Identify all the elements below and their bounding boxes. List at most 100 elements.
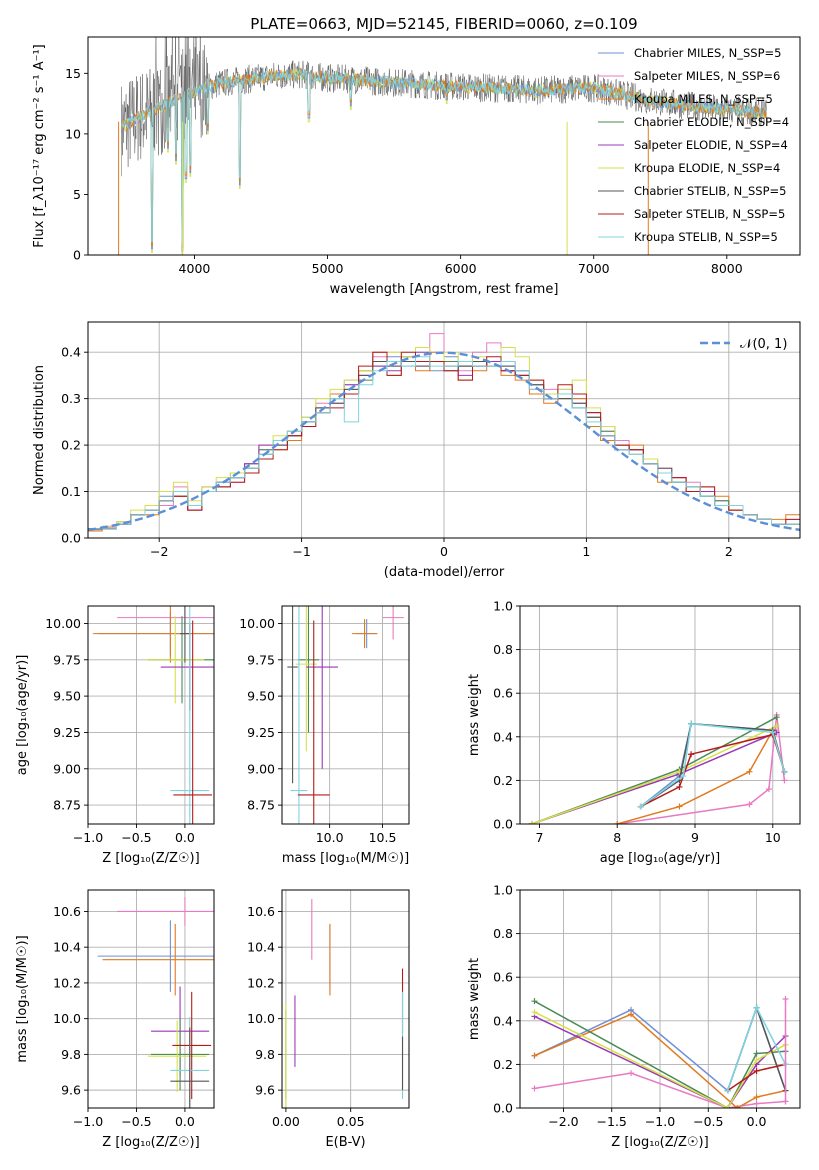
y-axis-label: Flux [f_λ10⁻¹⁷ erg cm⁻² s⁻¹ A⁻¹] [32, 44, 47, 248]
y-tick-label: 10.4 [247, 940, 275, 955]
x-tick-label: 7000 [578, 261, 610, 276]
weight-marker [676, 783, 683, 790]
weight-marker [531, 1009, 538, 1016]
y-tick-label: 0.4 [61, 345, 81, 360]
y-tick-label: 10.4 [53, 940, 81, 955]
x-tick-label: 4000 [179, 261, 211, 276]
axes-frame [281, 889, 410, 1109]
axes-frame [87, 321, 801, 539]
plot-area [287, 606, 404, 824]
weight-marker [628, 1011, 635, 1018]
weight-marker [688, 751, 695, 758]
y-axis-label: mass weight [467, 674, 482, 756]
weight-marker [753, 1057, 760, 1064]
axes-frame [519, 605, 801, 825]
weight-marker [614, 821, 621, 824]
legend-label: Chabrier MILES, N_SSP=5 [634, 46, 781, 60]
y-tick-label: 10.6 [53, 904, 81, 919]
axes-frame [281, 605, 410, 825]
y-tick-label: 9.6 [61, 1083, 81, 1098]
x-tick-label: −1.0 [73, 830, 103, 845]
errorbar-point-kroupa_stelib [290, 606, 308, 824]
y-tick-label: 8.75 [53, 798, 81, 813]
x-tick-label: 7 [535, 830, 543, 845]
y-tick-label: 10.6 [247, 904, 275, 919]
weight-marker [753, 1004, 760, 1011]
x-tick-label: −0.5 [693, 1114, 723, 1129]
y-tick-label: 0.3 [61, 391, 81, 406]
weight-marker [531, 1085, 538, 1092]
normal-curve [88, 351, 800, 532]
x-tick-label: 10 [765, 830, 781, 845]
weight-marker [753, 1100, 760, 1107]
x-axis-label: E(B-V) [325, 1135, 365, 1150]
weight-line-chabrier_elodie [531, 716, 778, 824]
weight-marker [753, 1050, 760, 1057]
y-tick-label: 10 [65, 126, 81, 141]
legend-label: Salpeter MILES, N_SSP=6 [634, 69, 780, 83]
x-tick-label: 2 [725, 544, 733, 559]
y-tick-label: 0.4 [493, 729, 513, 744]
weight-marker [688, 720, 695, 727]
weight-marker [531, 998, 538, 1005]
y-tick-label: 9.25 [53, 725, 81, 740]
y-tick-label: 0.6 [493, 686, 513, 701]
y-tick-label: 0.0 [61, 531, 81, 546]
errorbar-point-salpeter_elodie [306, 606, 339, 769]
y-tick-label: 9.00 [53, 761, 81, 776]
x-axis-label: Z [log₁₀(Z/Z☉)] [102, 851, 199, 866]
y-tick-label: 0 [73, 248, 81, 263]
x-tick-label: −1 [292, 544, 310, 559]
y-tick-label: 9.8 [255, 1047, 275, 1062]
figure-title: PLATE=0663, MJD=52145, FIBERID=0060, z=0… [250, 15, 637, 33]
chart-age_vs_Z: −1.0 −0.5 0.0 8.75 9.00 9.25 9.50 9.75 10.00 Z [l… [15, 605, 215, 866]
x-tick-label: −1.0 [73, 1114, 103, 1129]
weight-line-salpeter_miles [534, 1072, 786, 1108]
y-tick-label: 5 [73, 187, 81, 202]
x-tick-label: −0.5 [121, 830, 151, 845]
y-tick-label: 9.50 [53, 689, 81, 704]
plot-area [97, 897, 214, 1108]
errorbar-point-kroupa_miles [102, 923, 214, 996]
legend-label: 𝒩(0, 1) [740, 337, 787, 352]
x-tick-label: 6000 [445, 261, 477, 276]
weight-line-kroupa_elodie [531, 725, 778, 824]
y-tick-label: 10.00 [45, 616, 81, 631]
weight-marker [769, 729, 776, 736]
chart-mass_vs_ebv: 0.00 0.05 9.6 9.8 10.0 10.2 10.4 10.6 E(B-V) [247, 889, 410, 1150]
axes-frame [87, 36, 801, 256]
axes-frame [519, 889, 801, 1109]
x-tick-label: 0.00 [272, 1114, 300, 1129]
y-tick-label: 0.2 [493, 773, 513, 788]
errorbar-point-chabrier_stelib [180, 606, 190, 663]
x-tick-label: 8 [613, 830, 621, 845]
y-tick-label: 10.00 [239, 616, 275, 631]
weight-marker [781, 768, 788, 775]
errorbar-point-chabrier_stelib [170, 1027, 210, 1108]
chart-mass_weight_vs_Z: −2.0 −1.5 −1.0 −0.5 0.0 0.0 0.2 0.4 0.6 0.8 1.0 Z [… [467, 883, 801, 1150]
errorbar-point-salpeter_stelib [297, 620, 330, 824]
chart-age_vs_mass: 10.0 10.5 8.75 9.00 9.25 9.50 9.75 10.00 mass [l… [239, 605, 410, 866]
chart-residual_histogram: −2 −1 0 1 2 0.0 0.1 0.2 0.3 0.4 (data-model)/error… [32, 321, 801, 580]
y-tick-label: 9.25 [247, 725, 275, 740]
y-axis-label: mass [log₁₀(M/M☉)] [15, 935, 30, 1062]
weight-marker [628, 1070, 635, 1077]
weight-marker [680, 773, 687, 780]
plot-area [118, 37, 767, 255]
plot-area [88, 333, 800, 538]
weight-marker [637, 803, 644, 810]
x-tick-label: −1.5 [597, 1114, 627, 1129]
x-tick-label: 0.0 [175, 1114, 195, 1129]
weight-marker [773, 714, 780, 721]
x-tick-label: −2 [150, 544, 168, 559]
plot-area [528, 712, 788, 824]
plot-area [285, 898, 404, 1108]
y-tick-label: 0.4 [493, 1013, 513, 1028]
x-axis-label: mass [log₁₀(M/M☉)] [282, 851, 409, 866]
y-tick-label: 9.6 [255, 1083, 275, 1098]
weight-marker [753, 1094, 760, 1101]
y-tick-label: 0.0 [493, 817, 513, 832]
x-tick-label: 0.05 [337, 1114, 365, 1129]
errorbar-point-chabrier_miles [97, 920, 214, 992]
